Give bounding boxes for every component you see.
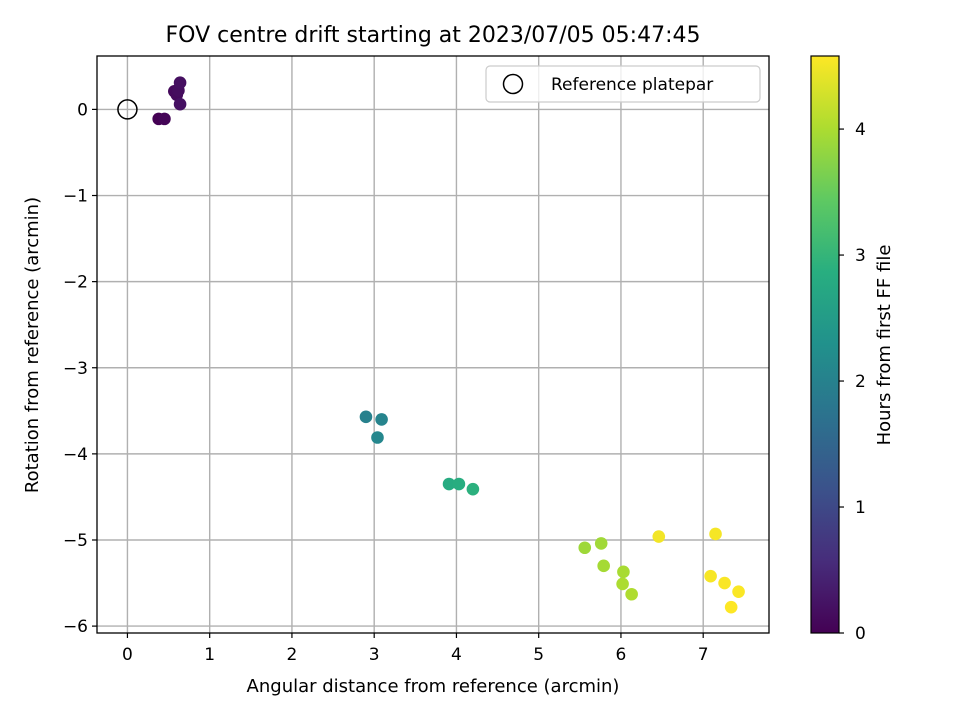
legend: Reference platepar: [485, 65, 761, 103]
y-tick-label: −2: [63, 273, 88, 293]
colorbar-label: Hours from first FF file: [874, 245, 895, 446]
legend-box: [485, 65, 761, 103]
data-point: [724, 600, 738, 614]
legend-marker-icon: [502, 73, 524, 95]
y-tick-label: −1: [63, 187, 88, 207]
colorbar-tick-label: 4: [855, 120, 866, 140]
data-point: [594, 537, 608, 550]
x-tick-label: 3: [369, 645, 380, 665]
colorbar-tick-label: 3: [855, 246, 866, 266]
data-point: [617, 565, 630, 579]
legend-label: Reference platepar: [551, 75, 713, 95]
data-points: [152, 76, 745, 614]
data-point: [732, 585, 745, 598]
y-axis-ticks: 0 −1 −2 −3 −4 −5 −6: [63, 100, 97, 637]
x-tick-label: 6: [616, 645, 627, 665]
colorbar-ticks: 0 1 2 3 4: [839, 120, 866, 644]
data-point: [709, 527, 722, 541]
x-tick-label: 0: [122, 645, 133, 665]
data-point: [597, 559, 610, 573]
colorbar-tick-label: 0: [855, 624, 866, 644]
x-tick-label: 1: [204, 645, 215, 665]
grid: [97, 56, 769, 633]
data-point: [173, 97, 187, 111]
data-point: [158, 112, 171, 126]
y-tick-label: −4: [63, 445, 88, 465]
plot-frame: [96, 55, 770, 634]
data-point: [718, 576, 731, 590]
colorbar: [810, 55, 840, 634]
colorbar-tick-label: 2: [855, 372, 866, 392]
colorbar-tick-label: 1: [855, 498, 866, 518]
data-point: [704, 569, 717, 583]
data-point: [375, 413, 388, 426]
x-tick-label: 4: [451, 645, 462, 665]
y-tick-label: −5: [63, 531, 88, 551]
x-tick-label: 7: [698, 645, 709, 665]
x-tick-label: 2: [287, 645, 298, 665]
x-tick-label: 5: [533, 645, 544, 665]
data-point: [359, 410, 373, 424]
data-point: [616, 577, 629, 591]
y-axis-label: Rotation from reference (arcmin): [22, 197, 43, 493]
reference-platepar-marker: [117, 99, 138, 120]
data-point: [578, 541, 592, 555]
data-point: [625, 587, 638, 601]
data-point: [173, 76, 187, 89]
y-tick-label: −3: [63, 359, 88, 379]
x-axis-ticks: 0 1 2 3 4 5 6 7: [122, 633, 709, 665]
data-point: [452, 477, 466, 491]
data-point: [466, 482, 480, 496]
y-tick-label: −6: [63, 617, 88, 637]
x-axis-label: Angular distance from reference (arcmin): [247, 676, 620, 697]
data-point: [442, 477, 456, 491]
data-point: [652, 530, 666, 543]
data-point: [371, 431, 384, 444]
chart-title: FOV centre drift starting at 2023/07/05 …: [166, 23, 701, 48]
y-tick-label: 0: [77, 100, 88, 120]
